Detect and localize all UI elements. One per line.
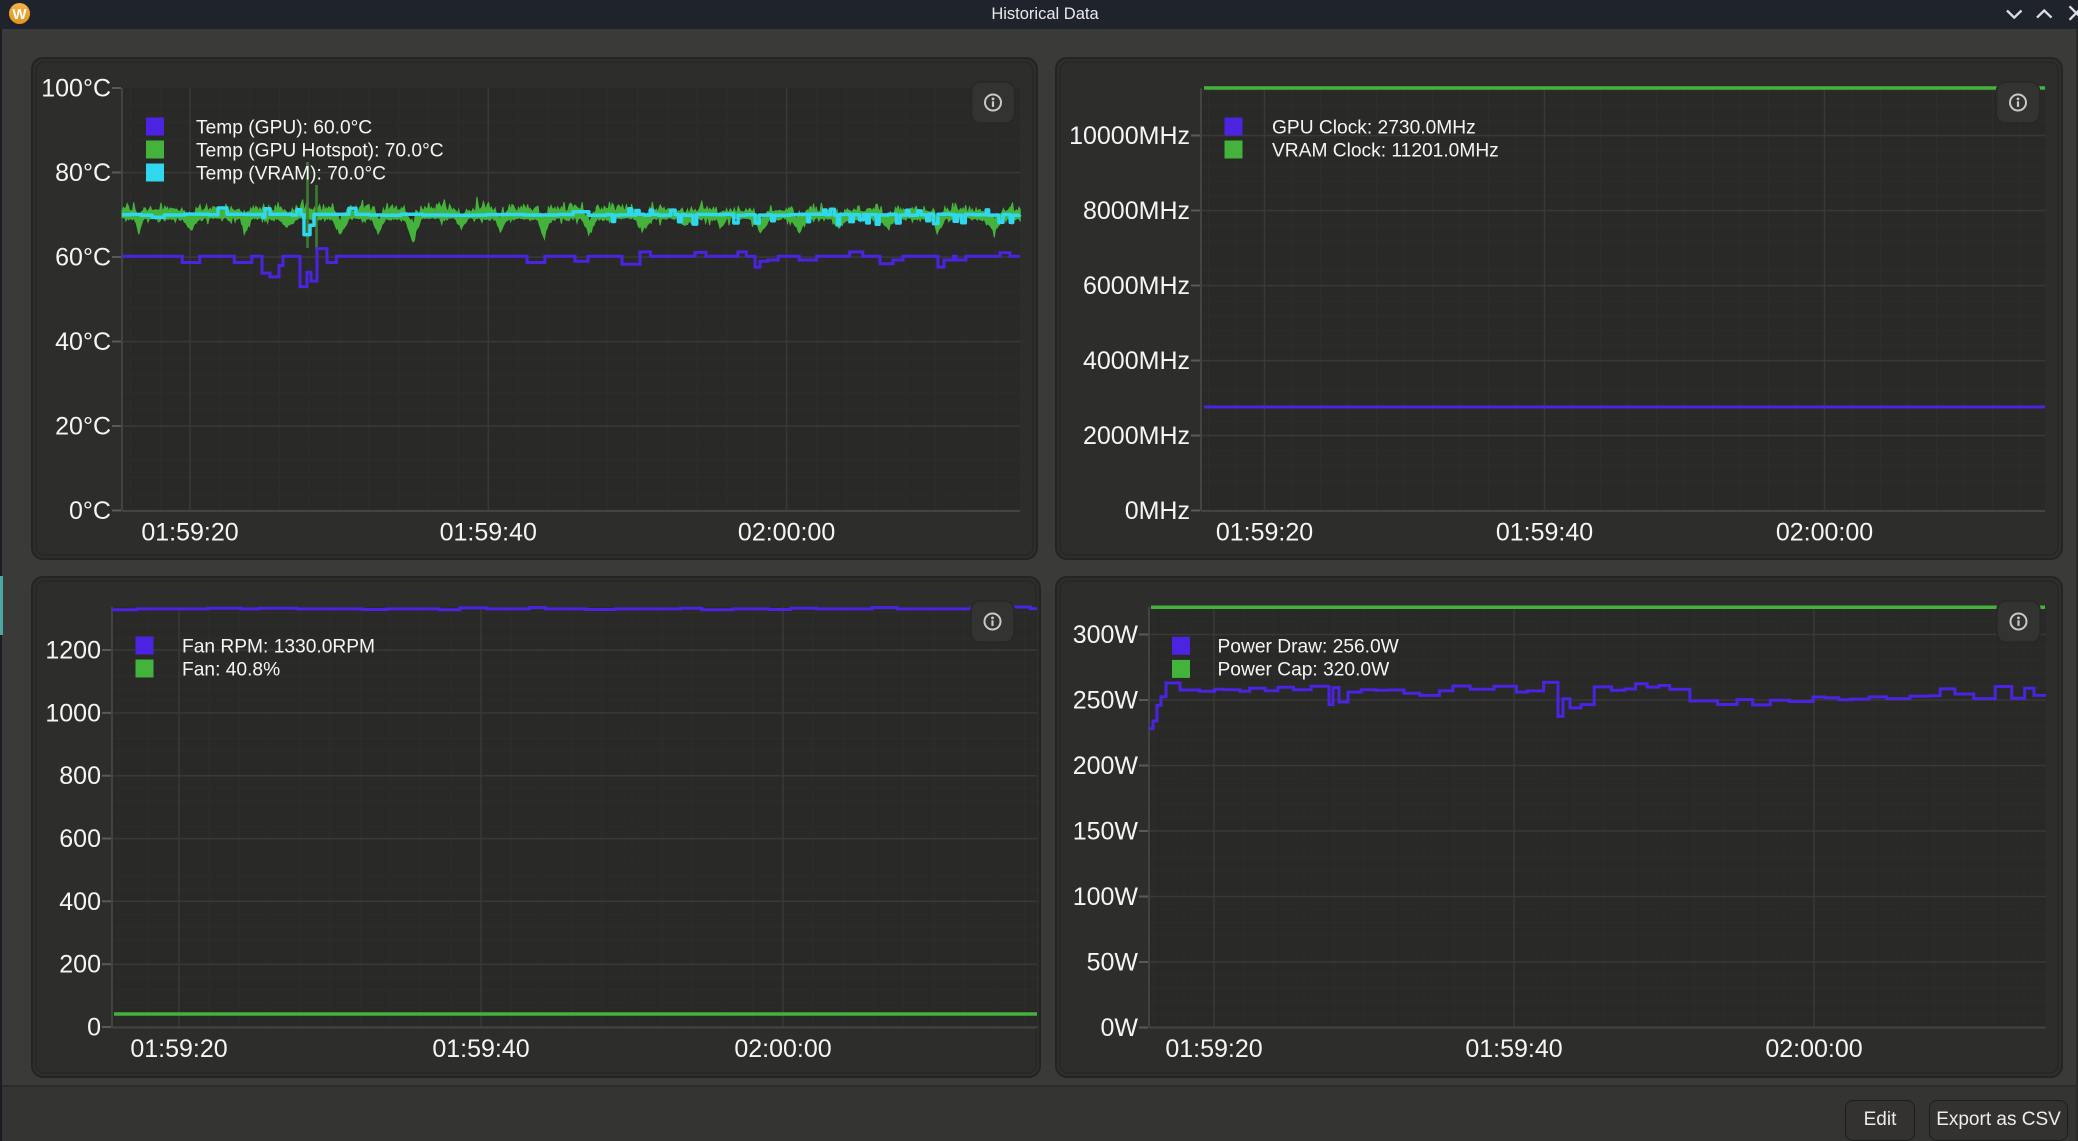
svg-text:50W: 50W xyxy=(1087,949,1139,977)
svg-text:300W: 300W xyxy=(1073,621,1139,649)
svg-text:60°C: 60°C xyxy=(55,244,111,272)
svg-text:80°C: 80°C xyxy=(55,159,111,187)
svg-text:250W: 250W xyxy=(1073,687,1139,715)
svg-text:Temp (VRAM): 70.0°C: Temp (VRAM): 70.0°C xyxy=(196,163,386,184)
svg-text:150W: 150W xyxy=(1073,818,1139,846)
svg-text:1200: 1200 xyxy=(45,637,101,665)
svg-text:20°C: 20°C xyxy=(55,413,111,441)
svg-text:800: 800 xyxy=(59,762,101,790)
svg-text:400: 400 xyxy=(59,888,101,916)
svg-text:100°C: 100°C xyxy=(41,75,111,103)
svg-text:01:59:40: 01:59:40 xyxy=(432,1035,529,1063)
svg-text:Temp (GPU): 60.0°C: Temp (GPU): 60.0°C xyxy=(196,117,372,138)
svg-text:4000MHz: 4000MHz xyxy=(1083,347,1190,375)
svg-text:1000: 1000 xyxy=(45,699,101,727)
svg-text:VRAM Clock: 11201.0MHz: VRAM Clock: 11201.0MHz xyxy=(1272,140,1499,161)
svg-text:01:59:20: 01:59:20 xyxy=(1165,1035,1262,1063)
svg-text:40°C: 40°C xyxy=(55,328,111,356)
svg-text:2000MHz: 2000MHz xyxy=(1083,422,1190,450)
svg-text:W: W xyxy=(12,6,27,23)
svg-text:02:00:00: 02:00:00 xyxy=(734,1035,831,1063)
svg-text:600: 600 xyxy=(59,825,101,853)
svg-text:01:59:20: 01:59:20 xyxy=(141,519,238,547)
svg-text:Power Draw: 256.0W: Power Draw: 256.0W xyxy=(1218,637,1400,658)
svg-text:01:59:40: 01:59:40 xyxy=(440,519,537,547)
svg-text:Temp (GPU Hotspot): 70.0°C: Temp (GPU Hotspot): 70.0°C xyxy=(196,140,444,161)
svg-text:GPU Clock: 2730.0MHz: GPU Clock: 2730.0MHz xyxy=(1272,117,1476,138)
svg-text:200W: 200W xyxy=(1073,752,1139,780)
svg-text:0°C: 0°C xyxy=(69,497,111,525)
svg-text:10000MHz: 10000MHz xyxy=(1069,122,1190,150)
svg-text:100W: 100W xyxy=(1073,883,1139,911)
svg-text:0: 0 xyxy=(87,1014,101,1042)
svg-text:Fan: 40.8%: Fan: 40.8% xyxy=(182,659,280,680)
svg-text:0W: 0W xyxy=(1101,1014,1139,1042)
svg-text:02:00:00: 02:00:00 xyxy=(738,519,835,547)
svg-text:8000MHz: 8000MHz xyxy=(1083,197,1190,225)
svg-text:01:59:40: 01:59:40 xyxy=(1496,519,1593,547)
svg-text:6000MHz: 6000MHz xyxy=(1083,272,1190,300)
svg-text:0MHz: 0MHz xyxy=(1125,497,1190,525)
svg-text:Fan RPM: 1330.0RPM: Fan RPM: 1330.0RPM xyxy=(182,636,375,657)
svg-text:01:59:40: 01:59:40 xyxy=(1465,1035,1562,1063)
svg-text:02:00:00: 02:00:00 xyxy=(1765,1035,1862,1063)
svg-text:01:59:20: 01:59:20 xyxy=(1216,519,1313,547)
svg-text:200: 200 xyxy=(59,951,101,979)
svg-text:01:59:20: 01:59:20 xyxy=(130,1035,227,1063)
svg-text:02:00:00: 02:00:00 xyxy=(1776,519,1873,547)
svg-text:Power Cap: 320.0W: Power Cap: 320.0W xyxy=(1218,660,1391,681)
